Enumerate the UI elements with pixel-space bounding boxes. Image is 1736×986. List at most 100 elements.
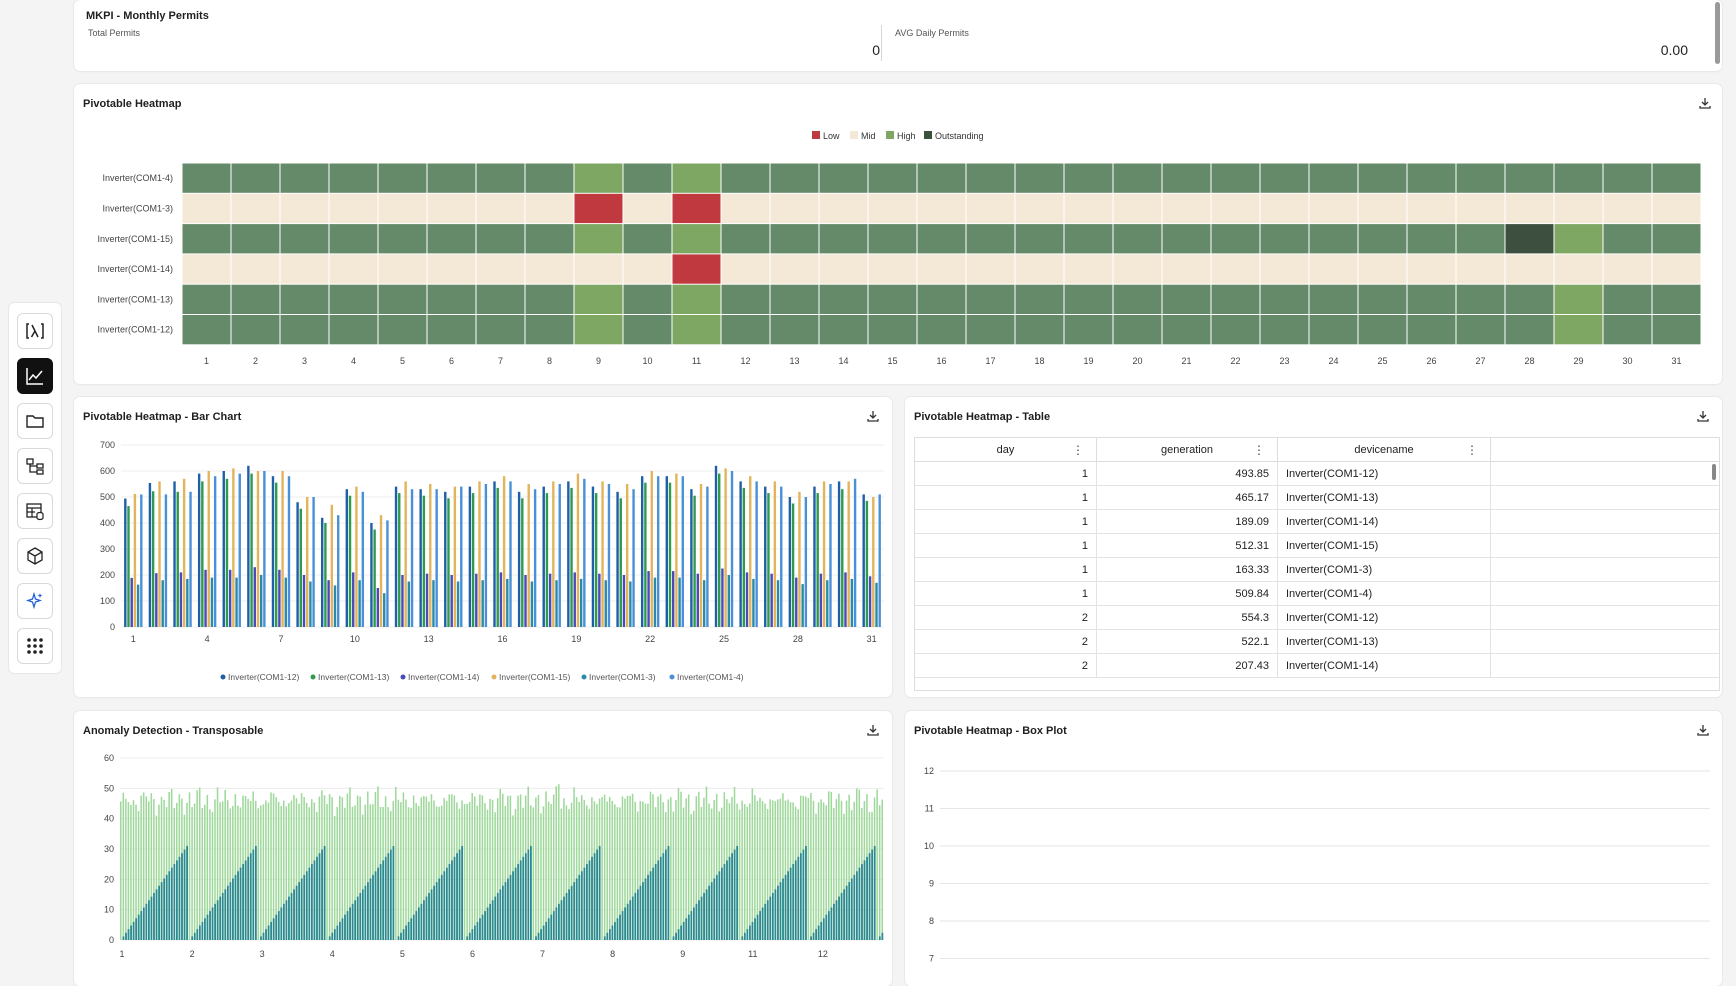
kpi-scrollbar[interactable] [1715,2,1720,64]
bar [400,802,402,940]
x-tick-label: 1 [131,634,136,644]
bar [311,864,313,940]
download-icon[interactable] [1696,723,1710,737]
bar [137,811,140,940]
heatmap-cell [476,193,525,224]
bar [336,925,339,940]
bar [858,867,861,940]
bar [843,889,846,940]
grid-apps-icon[interactable] [17,628,53,664]
table-row[interactable]: 1 493.85 Inverter(COM1-12) [915,462,1719,486]
column-header-generation[interactable]: generation ⋮ [1097,438,1278,462]
bar [242,864,245,940]
bar [532,807,535,940]
bar [216,900,219,940]
bar [229,808,232,940]
bar [621,911,624,940]
heatmap-column-label: 20 [1132,356,1142,366]
table-row[interactable]: 2 554.3 Inverter(COM1-12) [915,606,1719,630]
bar [210,577,214,627]
bar [563,896,565,940]
bar [493,481,496,627]
bar [468,802,471,940]
x-tick-label: 25 [719,634,729,644]
heatmap-cell [1260,254,1309,284]
table-row[interactable]: 1 163.33 Inverter(COM1-3) [915,558,1719,582]
legend-label: Inverter(COM1-4) [677,672,744,682]
heatmap-cell [1554,254,1603,284]
download-icon[interactable] [1696,409,1710,423]
x-tick-label: 16 [497,634,507,644]
heatmap-cell [1064,224,1113,254]
bar [148,900,150,940]
table-row[interactable]: 1 509.84 Inverter(COM1-4) [915,582,1719,606]
bar [272,793,275,940]
heatmap-cell [231,315,280,345]
heatmap-cell [1603,254,1652,284]
heatmap-cell [1064,163,1113,193]
table-row[interactable]: 1 512.31 Inverter(COM1-15) [915,534,1719,558]
heatmap-column-label: 8 [547,356,552,366]
column-menu-icon[interactable]: ⋮ [1072,443,1084,457]
bar [640,476,644,627]
bar [293,794,295,940]
column-menu-icon[interactable]: ⋮ [1253,443,1265,457]
bar [591,486,595,627]
download-icon[interactable] [866,723,880,737]
legend-label: Outstanding [935,131,984,141]
bar [219,896,222,940]
x-tick-label: 8 [610,949,615,959]
bar [622,575,626,627]
bar [841,489,844,627]
line-chart-icon[interactable] [17,358,53,394]
bar [331,797,333,940]
table-row[interactable]: 1 465.17 Inverter(COM1-13) [915,486,1719,510]
bar [275,914,278,940]
bar [471,792,473,940]
table-database-icon[interactable] [17,493,53,529]
bar [445,867,448,940]
bar [550,914,553,940]
bar [405,799,407,940]
bar [644,482,647,627]
heatmap-cell [1554,284,1603,314]
bar [616,918,619,940]
bar [165,806,168,940]
table-row[interactable]: 2 207.43 Inverter(COM1-14) [915,654,1719,678]
bar [372,804,374,940]
bar [705,889,708,940]
column-menu-icon[interactable]: ⋮ [1466,443,1478,457]
table-scrollbar[interactable] [1712,464,1716,480]
sparkle-icon[interactable] [17,583,53,619]
legend-label: High [897,131,916,141]
download-icon[interactable] [866,409,880,423]
bar [825,914,828,940]
column-header-devicename[interactable]: devicename ⋮ [1278,438,1491,462]
bar [713,800,715,940]
bar [438,878,441,940]
heatmap-cell [427,224,476,254]
table-row[interactable]: 2 522.1 Inverter(COM1-13) [915,630,1719,654]
bar [239,867,242,940]
legend-marker [400,674,406,680]
bar [277,801,280,940]
table-row[interactable]: 1 189.09 Inverter(COM1-14) [915,510,1719,534]
bar [784,874,787,940]
download-icon[interactable] [1698,96,1712,110]
y-tick-label: 40 [104,814,114,824]
bar [693,810,695,940]
lambda-icon[interactable] [17,313,53,349]
bar [425,896,428,940]
bar [816,493,819,627]
bar [300,878,303,940]
heatmap-cell [623,284,672,314]
bar [563,798,565,940]
heatmap-cell [525,284,574,314]
bar [552,911,555,940]
flow-icon[interactable] [17,448,53,484]
bar [540,929,542,940]
folder-icon[interactable] [17,403,53,439]
cube-icon[interactable] [17,538,53,574]
column-header-day[interactable]: day ⋮ [915,438,1097,462]
bar [614,921,616,940]
